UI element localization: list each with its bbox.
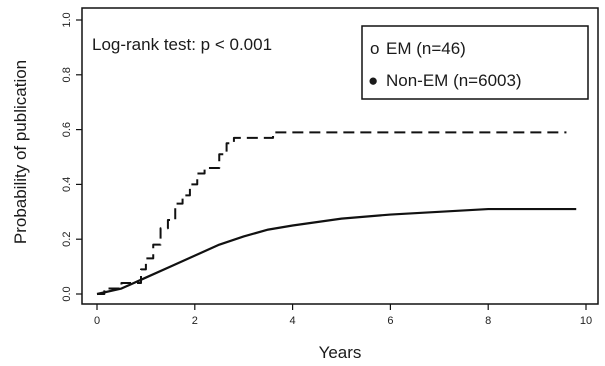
y-tick-label: 0.6 [61, 122, 73, 137]
legend-box [361, 25, 589, 100]
y-tick-label: 0.0 [61, 286, 73, 301]
y-tick-label: 1.0 [61, 12, 73, 27]
x-axis-title: Years [319, 343, 362, 362]
x-tick-label: 6 [387, 315, 393, 327]
x-axis: 0 2 4 6 8 10 [94, 304, 592, 327]
legend: o EM (n=46) ● Non-EM (n=6003) [361, 25, 589, 100]
x-tick-label: 8 [485, 315, 491, 327]
plot-frame [81, 7, 599, 305]
series-layer [96, 131, 577, 296]
y-tick-label: 0.4 [61, 177, 73, 192]
x-tick-label: 2 [192, 315, 198, 327]
x-tick-label: 0 [94, 315, 100, 327]
series-line-em [97, 131, 567, 295]
legend-marker-em: o [370, 39, 379, 58]
legend-label-non-em: Non-EM (n=6003) [386, 71, 522, 90]
legend-label-em: EM (n=46) [386, 39, 466, 58]
x-tick-label: 10 [580, 315, 592, 327]
log-rank-annotation: Log-rank test: p < 0.001 [92, 35, 272, 54]
series-line-non-em [96, 207, 577, 296]
y-tick-label: 0.8 [61, 67, 73, 82]
x-tick-label: 4 [290, 315, 296, 327]
y-tick-label: 0.2 [61, 232, 73, 247]
y-axis: 0.0 0.2 0.4 0.6 0.8 1.0 [61, 12, 82, 302]
legend-marker-non-em: ● [368, 71, 378, 90]
y-axis-title: Probability of publication [11, 60, 30, 244]
